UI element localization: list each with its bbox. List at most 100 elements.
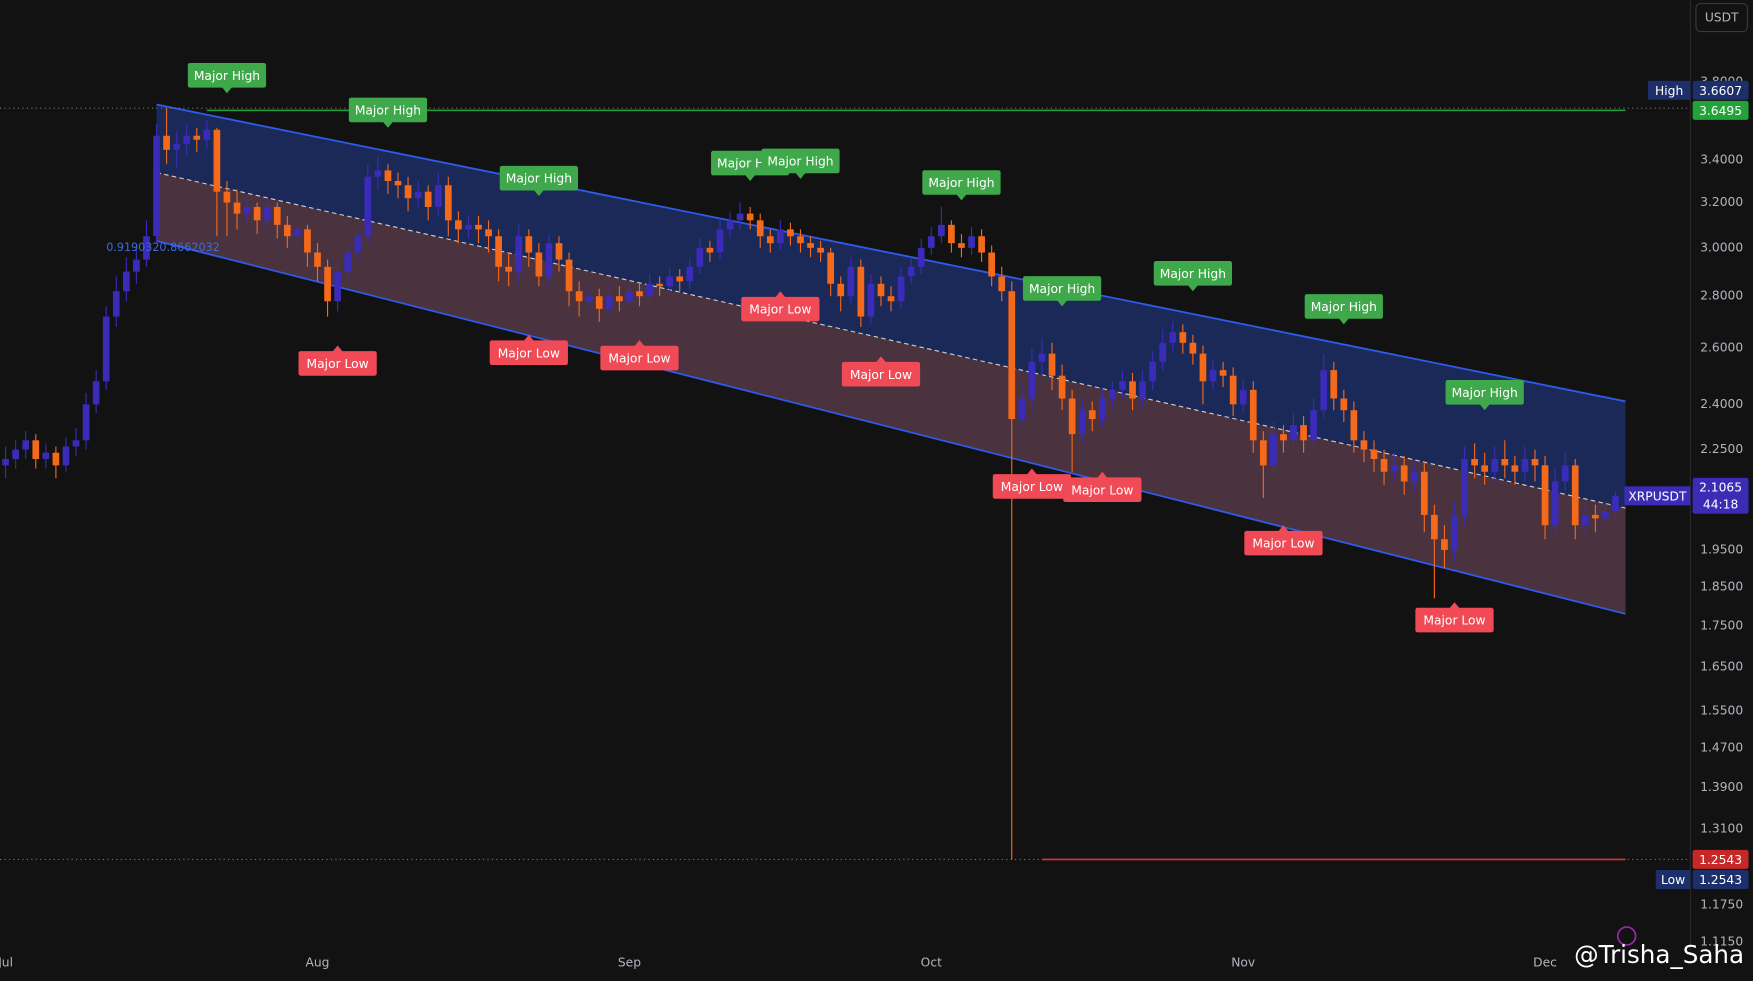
candle-body [1531, 459, 1539, 466]
candle-body [978, 236, 985, 253]
candle-body [82, 404, 90, 441]
pivot-pointer [1479, 403, 1491, 411]
candle-body [1541, 465, 1549, 526]
candle-body [1179, 332, 1187, 343]
x-tick-label: Nov [1231, 955, 1255, 969]
y-tick-label: 1.5500 [1700, 703, 1743, 717]
candle-body [163, 135, 170, 150]
candle-body [122, 271, 130, 292]
candle-body [1491, 459, 1499, 472]
candle-body [1571, 465, 1579, 526]
pivot-label: Major Low [850, 368, 912, 382]
candle-body [1159, 342, 1167, 362]
pivot-box [489, 340, 568, 366]
candle-body [1471, 459, 1478, 466]
candle-body [233, 202, 241, 214]
candle-body [505, 266, 513, 272]
candle-body [112, 291, 120, 317]
candle-body [616, 296, 623, 302]
candle-body [475, 224, 482, 230]
candle-body [968, 236, 975, 248]
pivot-box [187, 63, 267, 88]
currency-button[interactable] [1695, 3, 1748, 33]
y-tick-label: 1.1150 [1700, 934, 1743, 948]
candle-body [183, 135, 191, 144]
candle-body [907, 266, 915, 277]
pivot-box [761, 148, 840, 174]
candle-body [626, 291, 633, 302]
pivot-pointer [1187, 284, 1199, 292]
pivot-label: Major High [767, 155, 833, 169]
candle-body [555, 243, 563, 260]
y-tick-label: 1.8500 [1700, 579, 1743, 593]
candle-body [374, 170, 382, 177]
price-tag-value: 3.6607 [1699, 84, 1742, 98]
pivot-box [600, 345, 679, 371]
watermark: @Trisha_Saha [1574, 940, 1744, 969]
candle-body [414, 191, 422, 199]
channel-lower [156, 239, 1626, 615]
price-tag [1692, 870, 1749, 890]
candle-body [535, 252, 543, 277]
pivot-label: Major Low [307, 357, 369, 371]
pivot-box [348, 97, 428, 123]
candle-body [897, 276, 905, 302]
pivot-pointer [332, 345, 344, 353]
pivot-box [841, 361, 921, 387]
pivot-pointer [1277, 525, 1290, 532]
x-tick-label: Aug [306, 955, 330, 969]
candle-body [817, 247, 824, 253]
y-tick-label: 3.0000 [1700, 240, 1743, 254]
channel-lower-fill [156, 172, 1626, 614]
candle-body [1119, 381, 1126, 390]
pivot-pointer [523, 334, 535, 342]
y-tick-label: 3.4000 [1700, 153, 1743, 167]
candle-body [847, 266, 855, 297]
currency-label[interactable]: USDT [1705, 11, 1739, 25]
candle-body [545, 243, 553, 277]
pivot-box [499, 165, 578, 191]
candle-body [62, 446, 70, 466]
y-tick-label: 2.8000 [1700, 289, 1743, 303]
candle-body [143, 236, 150, 260]
pivot-label: Major Low [1001, 480, 1063, 494]
candle-body [595, 296, 603, 309]
pivot-label: Major Low [498, 346, 560, 360]
candle-body [1551, 481, 1559, 526]
price-tag-label: XRPUSDT [1628, 489, 1687, 503]
candle-body [646, 283, 653, 297]
candle-body [585, 296, 593, 302]
candle-body [153, 135, 160, 237]
candle-body [243, 206, 251, 214]
candle-body [1209, 370, 1217, 382]
candle-body [1270, 434, 1277, 466]
candle-body [1058, 375, 1066, 399]
candle-body [1420, 471, 1428, 515]
candle-body [314, 252, 321, 267]
candle-body [1219, 370, 1227, 376]
pivot-box [298, 351, 377, 376]
candle-body [444, 185, 452, 221]
price-tag-label-box [1624, 486, 1691, 506]
pivot-pointer [221, 86, 233, 94]
candle-body [746, 213, 754, 221]
pivot-pointer [533, 189, 545, 197]
candle-body [515, 236, 523, 272]
pivot-pointer [955, 193, 968, 201]
candle-body [384, 170, 392, 181]
pivot-pointer [382, 121, 394, 128]
pivot-box [1244, 530, 1323, 556]
candle-body [1028, 361, 1036, 399]
candle-body [1290, 425, 1297, 441]
candle-body [706, 247, 714, 253]
candle-body [465, 224, 472, 230]
candle-body [1390, 465, 1398, 472]
candle-body [294, 229, 301, 237]
candle-body [1048, 353, 1056, 376]
candle-body [636, 291, 643, 297]
pivot-label: Major High [1029, 282, 1095, 296]
candle-body [1249, 389, 1257, 441]
candle-body [434, 185, 442, 207]
